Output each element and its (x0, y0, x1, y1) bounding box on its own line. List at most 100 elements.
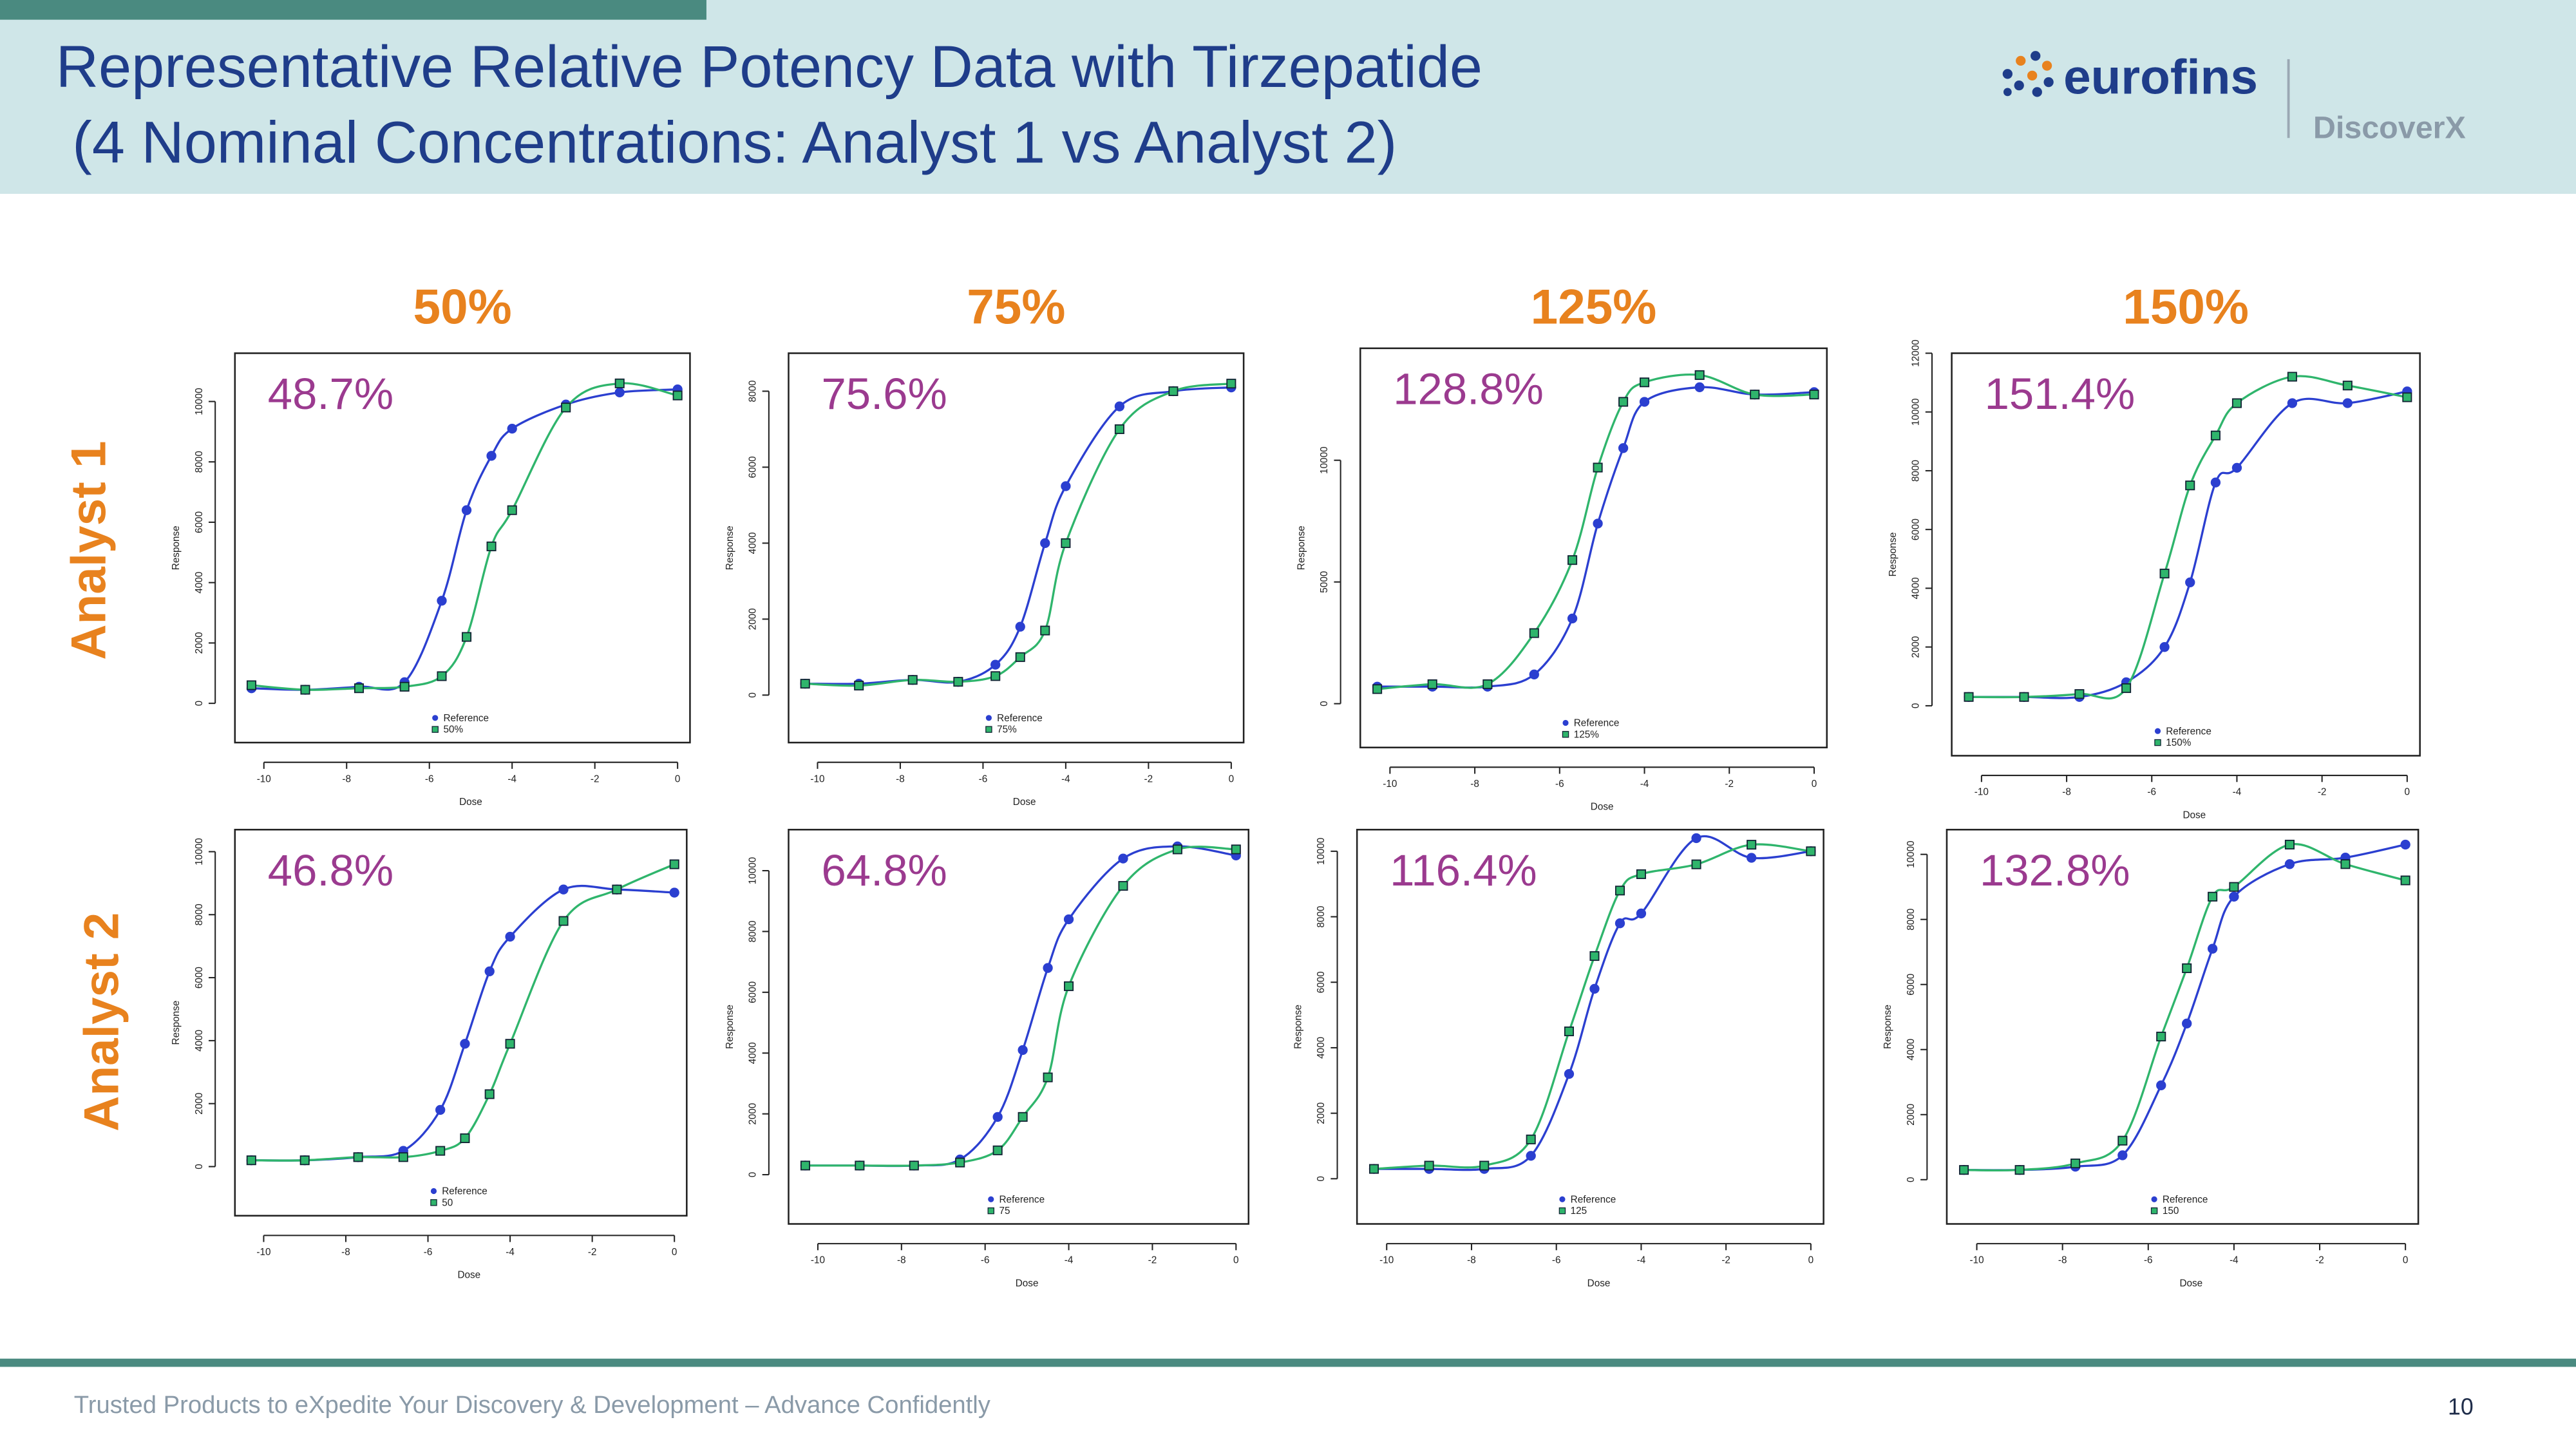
data-point (2121, 683, 2132, 694)
legend-label: 75 (999, 1206, 1010, 1217)
data-point (398, 1152, 408, 1162)
data-point (1615, 918, 1625, 929)
data-point (855, 1160, 865, 1171)
y-tick-label: 4000 (194, 1030, 205, 1052)
x-tick-label: -10 (257, 773, 271, 784)
data-point (354, 683, 365, 694)
data-point (505, 1039, 515, 1049)
data-point (1529, 669, 1539, 679)
data-point (1964, 692, 1974, 702)
data-point (1809, 390, 1819, 400)
footer-tagline: Trusted Products to eXpedite Your Discov… (74, 1391, 991, 1419)
data-point (1118, 853, 1128, 864)
y-tick-label: 8000 (1911, 460, 1922, 482)
data-point (1172, 844, 1182, 855)
x-tick-label: 0 (2405, 787, 2410, 798)
legend-label: 150% (2166, 737, 2192, 748)
x-tick-label: -8 (1470, 779, 1479, 790)
data-point (1636, 908, 1647, 919)
x-tick-label: -6 (1552, 1255, 1561, 1266)
legend-label: Reference (997, 713, 1043, 724)
data-point (2400, 875, 2410, 886)
x-tick-label: -6 (2147, 787, 2156, 798)
data-point (1639, 397, 1650, 407)
y-tick-label: 8000 (1316, 906, 1327, 928)
x-tick-label: -6 (424, 1247, 433, 1258)
plot-frame (234, 352, 691, 744)
data-point (558, 884, 569, 895)
legend-swatch (2150, 1207, 2158, 1215)
x-tick-label: -6 (2144, 1255, 2153, 1266)
data-point (353, 1152, 363, 1162)
data-point (2014, 1165, 2025, 1175)
annotation: 46.8% (268, 846, 393, 895)
x-tick-label: -2 (588, 1247, 597, 1258)
x-tick-label: -8 (341, 1247, 350, 1258)
x-axis-label: Dose (457, 1270, 480, 1281)
plot-frame (788, 828, 1250, 1225)
data-point (437, 671, 447, 681)
data-point (246, 1155, 256, 1166)
x-tick-label: -4 (1061, 773, 1070, 784)
x-tick-label: -2 (1725, 779, 1734, 790)
data-point (2159, 642, 2170, 652)
y-tick-label: 8000 (747, 380, 758, 402)
annotation: 128.8% (1393, 365, 1544, 414)
data-point (1168, 386, 1179, 396)
data-point (505, 931, 515, 942)
data-point (1564, 1026, 1574, 1037)
data-point (1806, 846, 1816, 857)
legend-swatch (432, 715, 439, 721)
data-point (1691, 859, 1701, 869)
y-tick-label: 8000 (194, 451, 205, 473)
x-tick-label: -2 (2318, 787, 2327, 798)
y-tick-label: 6000 (747, 981, 758, 1003)
data-point (2185, 480, 2195, 491)
y-axis-label: Response (1293, 1005, 1303, 1049)
plot-frame (1356, 828, 1824, 1225)
x-tick-label: -2 (2315, 1255, 2324, 1266)
y-tick-label: 5000 (1319, 571, 1330, 593)
data-point (2074, 689, 2085, 699)
legend-swatch (987, 1207, 995, 1215)
data-point (992, 1112, 1003, 1122)
data-point (2207, 943, 2218, 954)
data-point (1618, 443, 1629, 453)
data-point (1114, 424, 1124, 434)
header-band (0, 0, 2576, 194)
data-point (1114, 401, 1125, 412)
y-tick-label: 0 (1906, 1177, 1917, 1183)
x-tick-label: -10 (811, 1255, 825, 1266)
data-point (2156, 1032, 2166, 1042)
data-point (2231, 398, 2242, 408)
data-point (1040, 538, 1050, 549)
y-tick-label: 4000 (1316, 1037, 1327, 1059)
data-point (1589, 951, 1600, 961)
data-point (800, 679, 810, 689)
data-point (2182, 1018, 2192, 1028)
y-tick-label: 4000 (1906, 1039, 1917, 1061)
x-tick-label: -4 (1637, 1255, 1646, 1266)
x-tick-label: -6 (979, 773, 988, 784)
data-point (992, 1145, 1003, 1155)
x-tick-label: -4 (507, 773, 516, 784)
data-point (1015, 652, 1025, 662)
y-tick-label: 10000 (747, 857, 758, 885)
x-tick-label: -10 (1383, 779, 1397, 790)
data-point (2342, 381, 2353, 391)
y-tick-label: 2000 (194, 632, 205, 654)
legend-label: Reference (1574, 718, 1620, 729)
y-axis-label: Response (1296, 526, 1307, 570)
y-tick-label: 2000 (1316, 1103, 1327, 1124)
data-point (1015, 621, 1025, 632)
data-point (1226, 379, 1236, 389)
x-axis-label: Dose (1016, 1278, 1039, 1289)
data-point (1636, 869, 1646, 879)
legend-label: 150 (2163, 1206, 2179, 1217)
data-point (2070, 1159, 2081, 1169)
fit-curve (1969, 375, 2408, 700)
data-point (1639, 377, 1650, 388)
data-point (1064, 981, 1074, 991)
data-point (437, 596, 447, 606)
